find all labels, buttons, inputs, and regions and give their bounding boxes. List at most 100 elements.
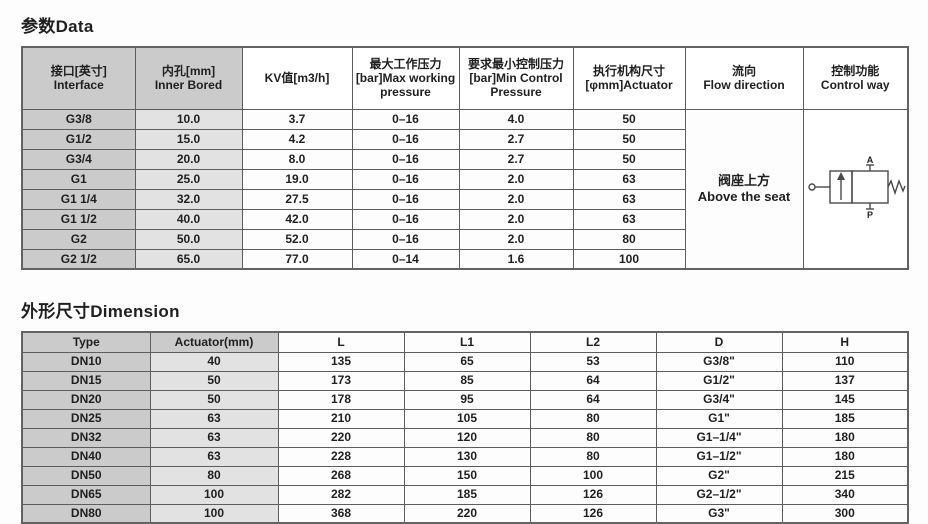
table-row: DN50 80 268 150 100 G2" 215 <box>21 465 909 486</box>
cell: G3/4" <box>655 389 783 410</box>
cell: 180 <box>781 446 909 467</box>
header-kv-value-label: KV值[m3/h] <box>264 71 330 86</box>
table-row: DN20 50 178 95 64 G3/4" 145 <box>21 389 909 410</box>
cell: 50 <box>572 128 686 150</box>
cell: 10.0 <box>134 108 243 130</box>
cell: G2" <box>655 465 783 486</box>
cell: 0–16 <box>351 168 460 190</box>
cell: 100 <box>529 465 657 486</box>
cell: 228 <box>277 446 405 467</box>
header-d: D <box>655 331 783 353</box>
cell: 282 <box>277 484 405 505</box>
cell: 0–16 <box>351 108 460 130</box>
control-way-cell: A P <box>802 108 909 270</box>
header-l1: L1 <box>403 331 531 353</box>
cell: 15.0 <box>134 128 243 150</box>
cell: 210 <box>277 408 405 429</box>
cell: 40 <box>149 351 279 372</box>
cell: 135 <box>277 351 405 372</box>
cell: 100 <box>149 484 279 505</box>
header-control-way-en: Control way <box>820 78 890 93</box>
cell: 2.0 <box>458 228 574 250</box>
header-actuator-size-en: [φmm]Actuator <box>585 78 673 93</box>
cell: 50.0 <box>134 228 243 250</box>
cell: 80 <box>572 228 686 250</box>
cell: 0–16 <box>351 188 460 210</box>
cell: 268 <box>277 465 405 486</box>
cell: DN15 <box>21 370 151 391</box>
cell: 85 <box>403 370 531 391</box>
cell: 50 <box>149 389 279 410</box>
cell: 42.0 <box>241 208 353 230</box>
header-h: H <box>781 331 909 353</box>
cell: 137 <box>781 370 909 391</box>
cell: 180 <box>781 427 909 448</box>
cell: DN80 <box>21 503 151 524</box>
cell: DN32 <box>21 427 151 448</box>
cell: 64 <box>529 389 657 410</box>
header-inner-bore-zh: 内孔[mm] <box>161 64 216 79</box>
section-title-dimensions: 外形尺寸Dimension <box>21 302 180 321</box>
cell: 32.0 <box>134 188 243 210</box>
parameters-table: 接口[英寸] Interface 内孔[mm] Inner Bored KV值[m3… <box>21 46 909 270</box>
cell: 0–16 <box>351 128 460 150</box>
cell: 50 <box>572 148 686 170</box>
header-max-pressure-zh: 最大工作压力 <box>369 57 442 72</box>
cell: G1" <box>655 408 783 429</box>
cell: 19.0 <box>241 168 353 190</box>
cell: 8.0 <box>241 148 353 170</box>
flow-direction-cell: 阀座上方 Above the seat <box>684 108 804 270</box>
cell: DN20 <box>21 389 151 410</box>
cell: 63 <box>149 408 279 429</box>
cell: G2 1/2 <box>21 248 136 270</box>
cell: G1/2" <box>655 370 783 391</box>
cell: 100 <box>572 248 686 270</box>
cell: 53 <box>529 351 657 372</box>
cell: G2 <box>21 228 136 250</box>
cell: DN50 <box>21 465 151 486</box>
cell: 63 <box>149 446 279 467</box>
cell: 27.5 <box>241 188 353 210</box>
cell: 65 <box>403 351 531 372</box>
header-type: Type <box>21 331 151 353</box>
table-row: DN40 63 228 130 80 G1–1/2" 180 <box>21 446 909 467</box>
cell: DN65 <box>21 484 151 505</box>
cell: 25.0 <box>134 168 243 190</box>
header-max-working-pressure: 最大工作压力 [bar]Max working pressure <box>351 46 460 110</box>
cell: 65.0 <box>134 248 243 270</box>
cell: 2.7 <box>458 128 574 150</box>
flow-direction-zh: 阀座上方 <box>717 173 770 189</box>
port-p-label: P <box>866 210 872 219</box>
table-row: G1 1/2 40.0 42.0 0–16 2.0 63 <box>21 208 908 230</box>
dimensions-table: Type Actuator(mm) L L1 L2 D H DN10 40 135 6… <box>21 331 909 524</box>
cell: 1.6 <box>458 248 574 270</box>
cell: DN10 <box>21 351 151 372</box>
cell: DN40 <box>21 446 151 467</box>
cell: 2.0 <box>458 168 574 190</box>
header-l: L <box>277 331 405 353</box>
header-actuator-size: 执行机构尺寸 [φmm]Actuator <box>572 46 686 110</box>
cell: 77.0 <box>241 248 353 270</box>
port-a-label: A <box>866 155 873 165</box>
header-actuator-size-zh: 执行机构尺寸 <box>592 64 665 79</box>
cell: 80 <box>529 408 657 429</box>
header-interface-zh: 接口[英寸] <box>50 64 107 79</box>
section-title-parameters: 参数Data <box>21 17 94 36</box>
table-row: G1/2 15.0 4.2 0–16 2.7 50 <box>21 128 908 150</box>
cell: 100 <box>149 503 279 524</box>
cell: 52.0 <box>241 228 353 250</box>
table-row: DN65 100 282 185 126 G2–1/2" 340 <box>21 484 909 505</box>
table-row: DN15 50 173 85 64 G1/2" 137 <box>21 370 909 391</box>
header-flow-direction-zh: 流向 <box>731 64 756 79</box>
cell: 2.7 <box>458 148 574 170</box>
cell: 0–16 <box>351 148 460 170</box>
cell: 63 <box>572 208 686 230</box>
cell: 220 <box>403 503 531 524</box>
table-row: DN32 63 220 120 80 G1–1/4" 180 <box>21 427 909 448</box>
cell: 20.0 <box>134 148 243 170</box>
header-row: 接口[英寸] Interface 内孔[mm] Inner Bored KV值[m3… <box>21 46 909 110</box>
cell: G1–1/4" <box>655 427 783 448</box>
cell: G1 1/4 <box>21 188 136 210</box>
header-interface-en: Interface <box>53 78 104 93</box>
header-flow-direction: 流向 Flow direction <box>684 46 804 110</box>
